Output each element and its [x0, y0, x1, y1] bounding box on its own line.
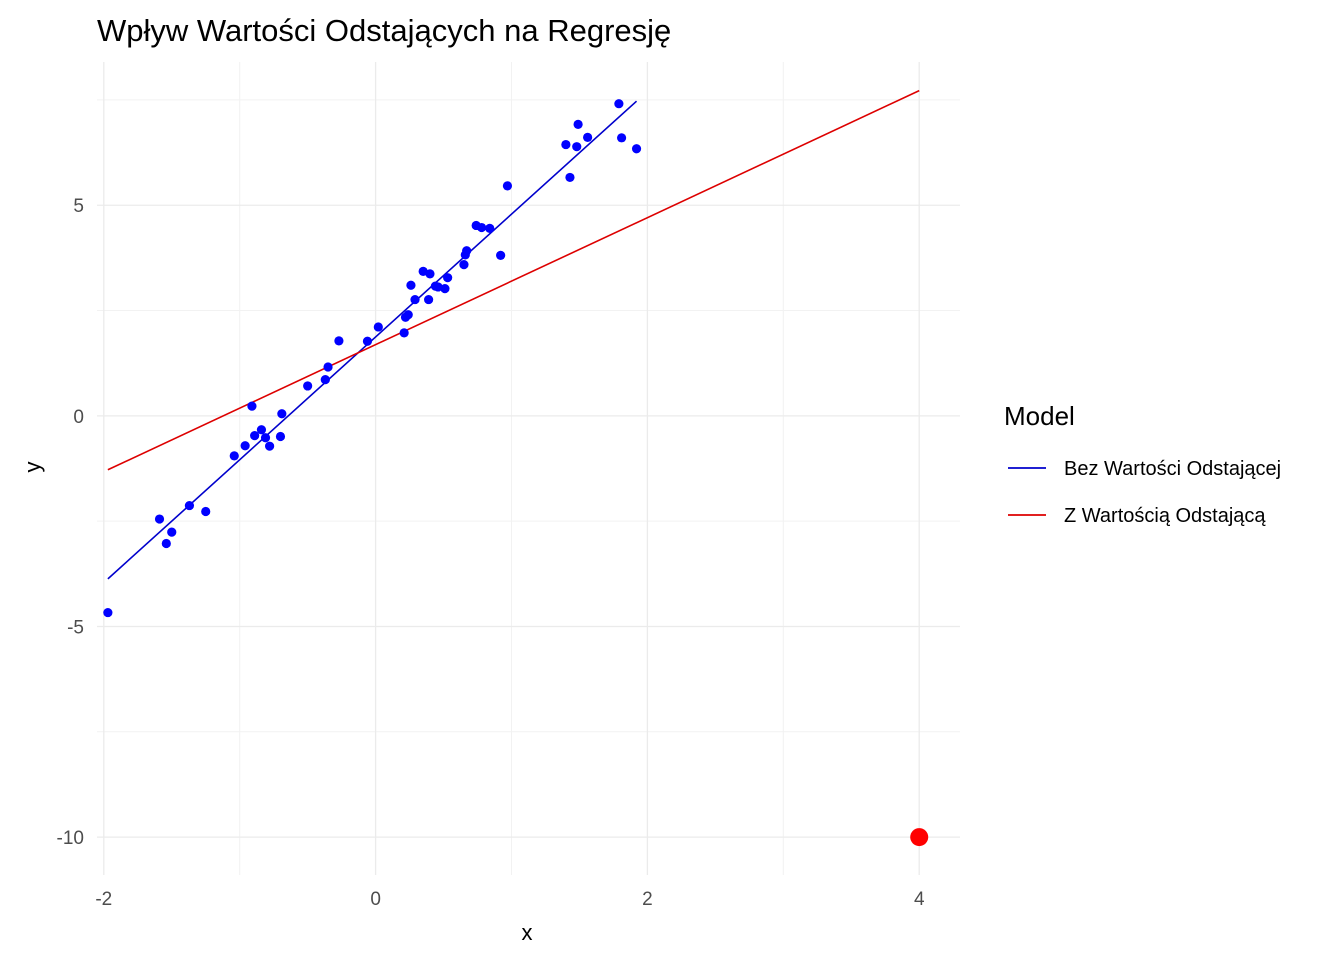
data-point [403, 310, 413, 320]
data-point [362, 336, 373, 346]
legend-title: Model [1004, 401, 1075, 431]
y-tick-label: -5 [67, 617, 84, 638]
regression-line [107, 100, 638, 580]
data-point [154, 514, 165, 524]
y-axis-label: y [20, 462, 45, 473]
data-point [184, 500, 195, 511]
x-tick-label: 2 [642, 889, 653, 910]
y-axis-ticks: -10 -5 0 5 [57, 196, 84, 849]
x-axis-label: x [522, 920, 533, 945]
data-point [240, 441, 250, 451]
x-tick-label: -2 [95, 889, 112, 910]
data-point [250, 431, 260, 441]
data-point [496, 250, 506, 260]
data-point [443, 273, 453, 283]
x-tick-label: 4 [914, 889, 925, 910]
grid [97, 62, 960, 875]
data-point [161, 538, 171, 549]
data-point [477, 222, 487, 233]
data-point [573, 119, 583, 129]
data-point [167, 527, 177, 537]
data-points [103, 99, 929, 847]
data-point [561, 139, 571, 150]
data-point [424, 294, 434, 305]
data-point [323, 362, 333, 372]
data-point [303, 381, 313, 391]
data-point [275, 431, 286, 442]
y-tick-label: -10 [57, 828, 84, 849]
data-point [229, 451, 239, 461]
data-point [459, 260, 469, 270]
legend-entry-label: Bez Wartości Odstającej [1064, 458, 1281, 480]
data-point [247, 401, 257, 411]
data-point [485, 223, 495, 233]
outlier-point [910, 828, 929, 847]
legend-entry-label: Z Wartością Odstającą [1064, 505, 1266, 527]
data-point [614, 99, 624, 109]
data-point [616, 133, 627, 143]
data-point [583, 132, 593, 143]
data-point [631, 144, 642, 154]
data-point [502, 181, 513, 191]
y-tick-label: 5 [73, 196, 84, 217]
data-point [406, 280, 416, 290]
data-point [373, 322, 383, 332]
data-point [260, 433, 271, 443]
chart-title: Wpływ Wartości Odstających na Regresję [97, 13, 671, 48]
data-point [425, 269, 435, 279]
data-point [277, 409, 287, 419]
regression-lines [107, 89, 920, 580]
data-point [462, 246, 472, 256]
data-point [201, 506, 211, 517]
x-tick-label: 0 [370, 889, 381, 910]
regression-line [107, 89, 920, 471]
data-point [256, 425, 267, 435]
data-point [265, 441, 275, 451]
y-tick-label: 0 [73, 407, 84, 428]
legend: Model Bez Wartości Odstającej Z Wartością… [1004, 401, 1281, 527]
data-point [320, 375, 330, 385]
data-point [440, 284, 450, 294]
data-point [399, 328, 409, 338]
data-point [103, 607, 113, 618]
data-point [572, 142, 582, 152]
x-axis-ticks: -2 0 2 4 [95, 889, 925, 910]
data-point [410, 294, 420, 305]
data-point [334, 336, 344, 346]
data-point [565, 172, 575, 183]
